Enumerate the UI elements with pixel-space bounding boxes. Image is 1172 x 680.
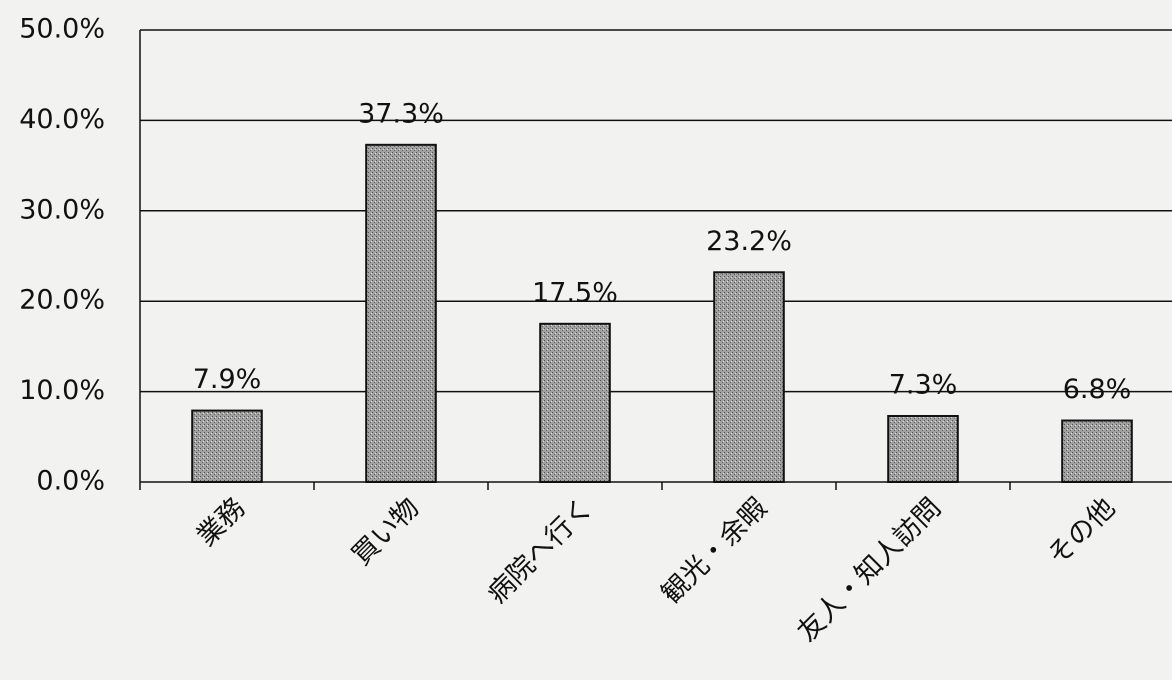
data-label: 6.8%	[1063, 374, 1132, 405]
data-label: 7.9%	[193, 364, 262, 395]
data-label: 23.2%	[706, 226, 792, 257]
x-tick-label: 観光・余暇	[656, 492, 773, 609]
bar	[539, 322, 611, 483]
x-tick-label: その他	[1042, 492, 1121, 571]
bar	[887, 415, 959, 483]
data-label: 7.3%	[889, 370, 958, 401]
bar	[191, 409, 263, 484]
y-tick-label: 20.0%	[19, 285, 105, 316]
bar	[713, 271, 785, 483]
y-tick-label: 50.0%	[19, 14, 105, 45]
bar	[1061, 419, 1133, 484]
y-tick-label: 0.0%	[36, 466, 105, 497]
bar	[365, 143, 437, 483]
y-tick-label: 30.0%	[19, 194, 105, 225]
data-label: 37.3%	[358, 98, 444, 129]
x-tick-label: 業務	[191, 492, 251, 552]
y-tick-label: 40.0%	[19, 104, 105, 135]
x-tick-label: 買い物	[346, 492, 425, 571]
y-tick-label: 10.0%	[19, 375, 105, 406]
x-tick-label: 友人・知人訪問	[792, 492, 948, 648]
data-label: 17.5%	[532, 277, 618, 308]
x-tick-label: 病院へ行く	[482, 492, 599, 609]
